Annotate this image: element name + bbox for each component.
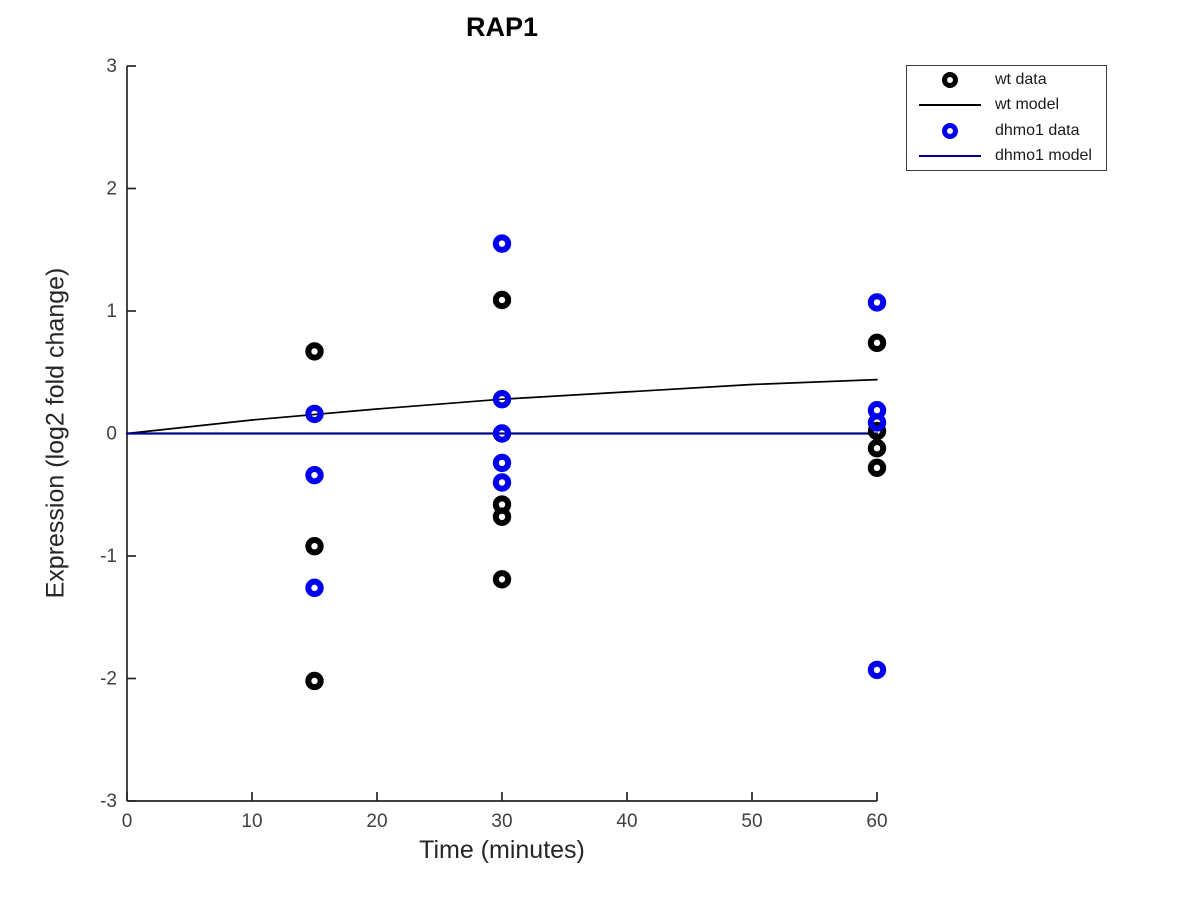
x-tick-label: 10 <box>241 811 262 832</box>
wt-data-point <box>492 290 512 310</box>
y-axis-label: Expression (log2 fold change) <box>41 267 70 599</box>
dhmo1-data-point <box>305 578 324 598</box>
wt-data-point <box>867 421 887 441</box>
x-tick-label: 30 <box>491 811 512 832</box>
wt-model-line-icon <box>913 104 987 107</box>
wt-data-point <box>492 570 512 589</box>
dhmo1-data-point <box>305 465 324 485</box>
x-tick-label: 50 <box>741 811 762 832</box>
legend-entry-wt-data: wt data <box>907 68 1106 92</box>
wt-model-line <box>126 378 878 435</box>
x-tick-label: 40 <box>616 811 637 832</box>
dhmo1-data-point <box>867 293 887 312</box>
dhmo1-data-marker-icon <box>913 120 987 142</box>
legend-entry-dhmo1-data: dhmo1 data <box>907 119 1106 143</box>
wt-data-point <box>305 671 324 691</box>
y-tick-label: -3 <box>100 791 117 812</box>
dhmo1-data-point <box>867 413 887 432</box>
y-tick-label: 0 <box>106 424 117 445</box>
legend-label: dhmo1 model <box>995 147 1092 165</box>
chart-title: RAP1 <box>465 12 539 42</box>
dhmo1-model-line-icon <box>913 155 987 158</box>
x-tick-label: 0 <box>122 811 133 832</box>
legend-entry-dhmo1-model: dhmo1 model <box>907 144 1106 168</box>
legend-entry-wt-model: wt model <box>907 93 1106 117</box>
dhmo1-data-point <box>492 473 512 492</box>
y-tick-label: -1 <box>100 546 117 567</box>
dhmo1-data-point <box>492 390 512 409</box>
dhmo1-data-point <box>305 404 324 424</box>
y-tick-label: 1 <box>106 301 117 322</box>
legend-label: dhmo1 data <box>995 121 1080 139</box>
dhmo1-data-point <box>492 424 512 443</box>
wt-data-point <box>305 537 324 556</box>
wt-data-point <box>305 342 324 361</box>
wt-data-point <box>867 439 887 458</box>
legend-box: wt data wt model dhmo1 data dhmo1 model <box>906 65 1107 171</box>
y-tick-label: -2 <box>100 669 117 690</box>
y-tick-label: 3 <box>106 56 117 77</box>
wt-data-point <box>867 333 887 353</box>
legend-label: wt data <box>995 70 1047 88</box>
wt-data-marker-icon <box>913 69 987 91</box>
dhmo1-data-point <box>867 660 887 680</box>
x-tick-label: 60 <box>866 811 887 832</box>
dhmo1-data-point <box>492 234 512 253</box>
x-axis-label: Time (minutes) <box>419 836 585 864</box>
dhmo1-data-point <box>492 453 512 473</box>
y-tick-label: 2 <box>106 179 117 200</box>
wt-data-point <box>492 507 512 526</box>
legend-label: wt model <box>995 96 1060 114</box>
wt-data-point <box>867 458 887 477</box>
x-tick-label: 20 <box>366 811 387 832</box>
